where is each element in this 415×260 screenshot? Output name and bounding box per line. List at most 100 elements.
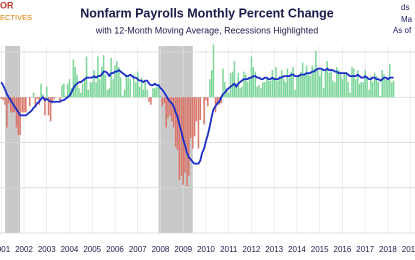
bar — [64, 95, 67, 98]
bar — [347, 82, 349, 98]
bar — [356, 70, 359, 98]
bar — [227, 92, 230, 98]
x-tick-label: 2017 — [356, 245, 374, 254]
bar — [59, 97, 61, 102]
bar — [371, 82, 374, 98]
bar — [300, 71, 302, 98]
bar — [127, 77, 129, 98]
bar — [2, 97, 4, 101]
bar — [318, 76, 321, 98]
bar — [129, 79, 131, 98]
bar — [262, 82, 264, 98]
bar — [271, 70, 274, 98]
bar — [171, 97, 173, 122]
x-tick-label: 2008 — [152, 245, 170, 254]
bar — [133, 74, 135, 98]
bar — [209, 79, 211, 98]
bar — [317, 70, 319, 98]
bar — [15, 97, 18, 128]
bar — [167, 97, 169, 119]
x-tick-label: 2001 — [0, 245, 11, 254]
annotation: Ma — [401, 15, 413, 24]
bar — [180, 97, 183, 176]
bar — [53, 97, 56, 99]
bar — [36, 97, 38, 99]
bar — [199, 97, 202, 120]
x-tick-label: 2014 — [288, 245, 306, 254]
bar — [193, 97, 196, 137]
x-tick-label: 2005 — [83, 245, 101, 254]
bar — [307, 73, 310, 98]
bar — [76, 74, 78, 98]
bar — [275, 67, 277, 98]
x-tick-label: 2004 — [61, 245, 79, 254]
bar — [172, 97, 175, 128]
bar — [335, 67, 338, 98]
bar — [362, 82, 365, 98]
plot-layer — [0, 44, 395, 187]
bar — [220, 97, 222, 104]
bar — [305, 65, 308, 98]
logo-text: ECTIVES — [0, 13, 32, 22]
bar — [385, 79, 387, 98]
bar — [263, 82, 266, 98]
bar — [192, 97, 194, 149]
bar — [294, 89, 296, 98]
bar — [83, 79, 86, 98]
bar — [203, 97, 205, 125]
bar — [44, 97, 46, 116]
bar — [140, 77, 143, 98]
bar — [42, 94, 44, 98]
bar — [351, 67, 353, 98]
bar — [32, 92, 35, 98]
bar — [28, 97, 31, 107]
bar — [245, 74, 247, 98]
bar — [102, 55, 105, 98]
bar — [195, 97, 198, 122]
bar — [23, 97, 25, 113]
bar — [260, 88, 262, 98]
bar — [210, 70, 213, 98]
bar — [152, 88, 154, 98]
bar — [269, 80, 272, 98]
bar — [207, 97, 209, 107]
bar — [311, 65, 313, 98]
bar — [224, 82, 226, 98]
bar — [298, 74, 300, 98]
bar — [391, 82, 393, 98]
bar — [72, 59, 75, 98]
bar — [66, 83, 69, 98]
bar — [45, 86, 48, 98]
bar — [150, 97, 152, 105]
bar — [7, 97, 10, 104]
bar — [89, 82, 92, 98]
bar — [277, 80, 279, 98]
bar — [239, 88, 241, 98]
bar — [47, 97, 50, 116]
bar — [303, 73, 306, 98]
bar — [241, 86, 243, 98]
bar — [349, 92, 351, 98]
bar — [116, 61, 118, 98]
bar — [10, 97, 12, 113]
bar — [379, 95, 382, 98]
bar — [381, 70, 384, 98]
bar — [154, 88, 156, 98]
bar — [288, 77, 291, 98]
bar — [280, 70, 283, 98]
bar — [63, 83, 65, 98]
bar — [197, 97, 200, 149]
bar — [286, 68, 289, 98]
bar — [222, 68, 224, 98]
bar — [112, 79, 114, 98]
bar — [6, 97, 8, 128]
annotation: ds — [401, 3, 409, 12]
bar — [163, 97, 166, 104]
x-tick-label: 2015 — [311, 245, 329, 254]
bar — [0, 97, 3, 99]
bar — [315, 50, 317, 98]
annotation: As of — [393, 26, 412, 35]
bar — [186, 97, 188, 187]
bar — [106, 89, 109, 98]
bar — [265, 77, 268, 98]
